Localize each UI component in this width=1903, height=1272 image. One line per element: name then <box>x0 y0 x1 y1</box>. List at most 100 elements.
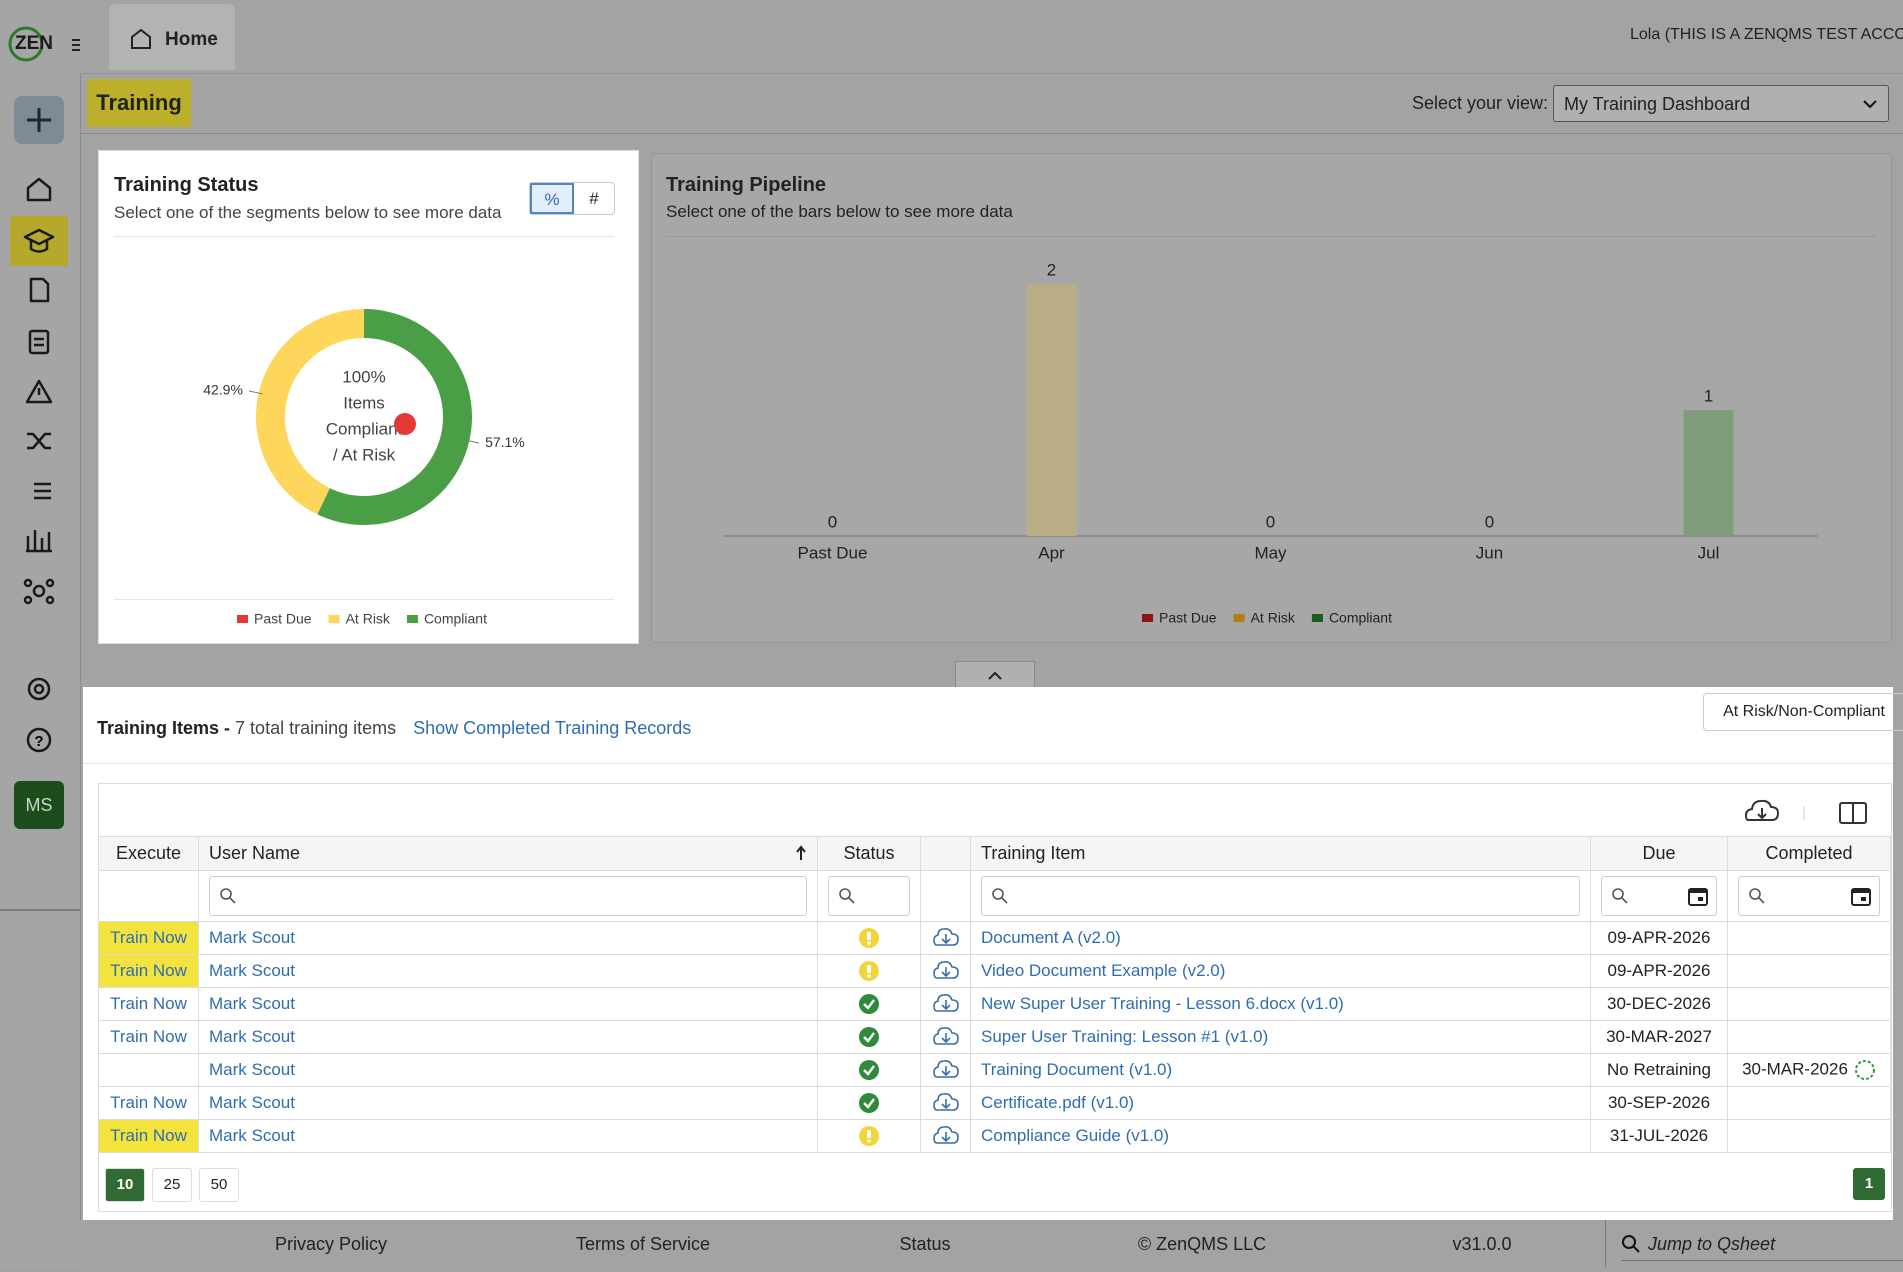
click-indicator <box>394 413 416 435</box>
train-now-link[interactable]: Train Now <box>110 1126 187 1145</box>
filter-input[interactable] <box>981 876 1580 916</box>
footer-link[interactable]: v31.0.0 <box>1452 1234 1512 1254</box>
execute-cell: Train Now <box>98 1020 199 1054</box>
execute-cell: Train Now <box>98 1086 199 1120</box>
train-now-link[interactable]: Train Now <box>110 1027 187 1046</box>
legend-swatch <box>1142 614 1153 622</box>
search-box[interactable]: Jump to Qsheet <box>1648 1234 1776 1254</box>
toggle-percent[interactable]: % <box>530 183 574 214</box>
training-item-link[interactable]: Certificate.pdf (v1.0) <box>981 1093 1135 1112</box>
table-row: Train Now Mark Scout Compliance Guide (v1.… <box>98 1119 1891 1153</box>
donut-segment[interactable] <box>317 309 472 525</box>
status-icon <box>859 993 879 1014</box>
table-row: Train Now Mark Scout Video Document Exampl… <box>98 954 1891 988</box>
page-size-button[interactable]: 10 <box>105 1168 145 1202</box>
download-cell[interactable] <box>920 921 971 955</box>
donut-segment[interactable] <box>255 309 364 515</box>
footer-link[interactable]: Terms of Service <box>575 1234 711 1254</box>
filter-cell <box>970 870 1591 922</box>
training-item-link[interactable]: Training Document (v1.0) <box>981 1060 1173 1079</box>
page-button[interactable]: 1 <box>1853 1168 1885 1200</box>
footer-link[interactable]: © ZenQMS LLC <box>1137 1234 1267 1254</box>
footer: Jump to Qsheet Privacy Policy Terms of Se… <box>80 1220 1903 1267</box>
card-title: Training Pipeline <box>666 174 827 196</box>
user-cell: Mark Scout <box>198 1119 818 1153</box>
download-cell[interactable] <box>920 1053 971 1087</box>
legend-label[interactable]: At Risk <box>346 611 391 627</box>
account-name[interactable]: Lola (THIS IS A ZENQMS TEST ACCOUNT <box>1630 26 1903 43</box>
filter-input[interactable] <box>1601 876 1717 916</box>
view-label: Select your view: <box>1412 93 1549 113</box>
column-header[interactable]: Training Item <box>970 836 1591 871</box>
completed-cell <box>1727 1086 1891 1120</box>
legend-label[interactable]: Past Due <box>1159 610 1217 626</box>
value-label: 0 <box>1485 512 1494 531</box>
train-now-link[interactable]: Train Now <box>110 1093 187 1112</box>
legend-label[interactable]: Past Due <box>254 611 312 627</box>
column-header[interactable]: Completed <box>1727 836 1891 871</box>
status-icon <box>859 927 879 948</box>
collapse-button[interactable] <box>955 661 1035 691</box>
training-item-link[interactable]: Document A (v2.0) <box>981 928 1121 947</box>
user-cell: Mark Scout <box>198 921 818 955</box>
column-header[interactable]: User Name <box>198 836 818 871</box>
training-item-link[interactable]: Super User Training: Lesson #1 (v1.0) <box>981 1027 1269 1046</box>
filter-cell <box>1590 870 1728 922</box>
item-cell: Training Document (v1.0) <box>970 1053 1591 1087</box>
page-size-button[interactable]: 50 <box>199 1168 239 1202</box>
bar[interactable] <box>1026 284 1077 536</box>
value-label: 42.9% <box>203 382 243 398</box>
legend-label[interactable]: At Risk <box>1251 610 1296 626</box>
footer-link[interactable]: Status <box>899 1234 951 1254</box>
filter-input[interactable] <box>828 876 910 916</box>
tab-label: Home <box>165 29 218 50</box>
user-cell: Mark Scout <box>198 987 818 1021</box>
user-link[interactable]: Mark Scout <box>209 1126 295 1145</box>
column-header[interactable]: Status <box>817 836 921 871</box>
user-link[interactable]: Mark Scout <box>209 1027 295 1046</box>
filter-input[interactable] <box>1738 876 1880 916</box>
value-label: 1 <box>1704 386 1713 405</box>
status-cell <box>817 954 921 988</box>
training-item-link[interactable]: New Super User Training - Lesson 6.docx … <box>981 994 1344 1013</box>
view-select[interactable]: My Training Dashboard <box>1553 85 1889 122</box>
footer-link[interactable]: Privacy Policy <box>274 1234 388 1254</box>
legend-label[interactable]: Compliant <box>1329 610 1392 626</box>
bar[interactable] <box>1683 410 1734 536</box>
column-header[interactable]: Execute <box>98 836 199 871</box>
page-size-button[interactable]: 25 <box>152 1168 192 1202</box>
user-link[interactable]: Mark Scout <box>209 1093 295 1112</box>
completed-cell: 30-MAR-2026 <box>1727 1053 1891 1087</box>
item-cell: Compliance Guide (v1.0) <box>970 1119 1591 1153</box>
training-item-link[interactable]: Compliance Guide (v1.0) <box>981 1126 1170 1145</box>
download-cell[interactable] <box>920 1086 971 1120</box>
train-now-link[interactable]: Train Now <box>110 961 187 980</box>
user-link[interactable]: Mark Scout <box>209 994 295 1013</box>
legend-label[interactable]: Compliant <box>424 611 487 627</box>
filter-input[interactable] <box>209 876 807 916</box>
home-tab[interactable]: Home <box>109 4 235 70</box>
user-link[interactable]: Mark Scout <box>209 1060 295 1079</box>
download-cell[interactable] <box>920 954 971 988</box>
legend-swatch <box>237 615 248 623</box>
status-icon <box>859 1026 879 1047</box>
card-title: Training Status <box>114 174 259 196</box>
train-now-link[interactable]: Train Now <box>110 994 187 1013</box>
user-link[interactable]: Mark Scout <box>209 928 295 947</box>
download-cell[interactable] <box>920 1119 971 1153</box>
x-tick-label: Apr <box>1038 543 1065 562</box>
completed-cell <box>1727 987 1891 1021</box>
download-cell[interactable] <box>920 1020 971 1054</box>
filter-button[interactable]: At Risk/Non-Compliant <box>1703 693 1903 731</box>
due-cell: 09-APR-2026 <box>1590 954 1728 988</box>
download-cell[interactable] <box>920 987 971 1021</box>
user-link[interactable]: Mark Scout <box>209 961 295 980</box>
train-now-link[interactable]: Train Now <box>110 928 187 947</box>
export-icon[interactable] <box>1744 799 1780 821</box>
training-item-link[interactable]: Video Document Example (v2.0) <box>981 961 1226 980</box>
show-completed-link[interactable]: Show Completed Training Records <box>413 718 692 738</box>
column-header[interactable]: Due <box>1590 836 1728 871</box>
toggle-count[interactable]: # <box>589 189 599 208</box>
avatar[interactable]: MS <box>26 795 53 815</box>
item-cell: Certificate.pdf (v1.0) <box>970 1086 1591 1120</box>
